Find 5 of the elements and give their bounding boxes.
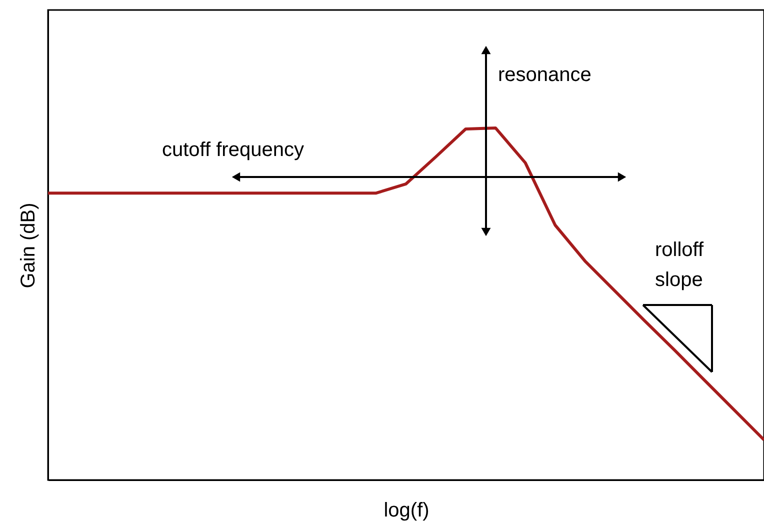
x-axis-title: log(f): [384, 500, 430, 522]
text: resonance: [498, 64, 592, 86]
y-axis-title: Gain (dB): [18, 202, 40, 288]
annotation: cutoff frequency: [162, 139, 304, 161]
annotation: rolloff slope: [655, 239, 704, 291]
